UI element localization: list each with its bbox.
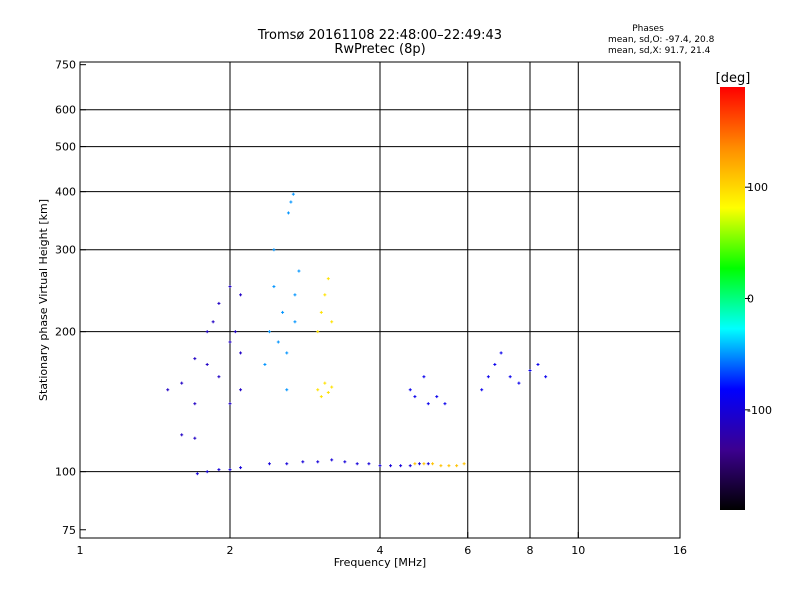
y-axis-ticks: 75 100 200 300 400 500 600 750 bbox=[55, 59, 86, 537]
colorbar bbox=[720, 87, 745, 510]
data-points bbox=[166, 192, 548, 476]
x-tick-label: 4 bbox=[377, 544, 384, 557]
x-tick-label: 8 bbox=[527, 544, 534, 557]
colorbar-tick-label: 0 bbox=[747, 293, 754, 306]
phase-stats-x: mean, sd,X: 91.7, 21.4 bbox=[608, 46, 711, 56]
colorbar-tick-label: 100 bbox=[747, 181, 768, 194]
x-tick-label: 16 bbox=[673, 544, 687, 557]
phase-stats-o: mean, sd,O: -97.4, 20.8 bbox=[608, 35, 715, 45]
chart-subtitle: RwPretec (8p) bbox=[334, 42, 425, 57]
x-axis-label: Frequency [MHz] bbox=[334, 556, 426, 569]
y-tick-label: 500 bbox=[55, 141, 76, 154]
y-tick-label: 300 bbox=[55, 244, 76, 257]
y-tick-label: 100 bbox=[55, 466, 76, 479]
y-tick-label: 200 bbox=[55, 326, 76, 339]
y-tick-label: 750 bbox=[55, 59, 76, 72]
y-tick-label: 600 bbox=[55, 104, 76, 117]
x-tick-label: 1 bbox=[77, 544, 84, 557]
y-axis-label: Stationary phase Virtual Height [km] bbox=[37, 199, 50, 401]
x-tick-label: 2 bbox=[227, 544, 234, 557]
x-tick-label: 6 bbox=[464, 544, 471, 557]
colorbar-ticks: 100 0 -100 bbox=[745, 181, 772, 417]
chart-title: Tromsø 20161108 22:48:00–22:49:43 bbox=[257, 28, 502, 43]
phase-stats-title: Phases bbox=[632, 24, 664, 34]
grid-lines bbox=[80, 62, 680, 538]
colorbar-label: [deg] bbox=[716, 71, 751, 86]
colorbar-tick-label: -100 bbox=[747, 404, 772, 417]
y-tick-label: 400 bbox=[55, 186, 76, 199]
y-tick-label: 75 bbox=[62, 524, 76, 537]
x-axis-ticks: 1 2 4 6 8 10 16 bbox=[77, 532, 687, 557]
x-tick-label: 10 bbox=[571, 544, 585, 557]
